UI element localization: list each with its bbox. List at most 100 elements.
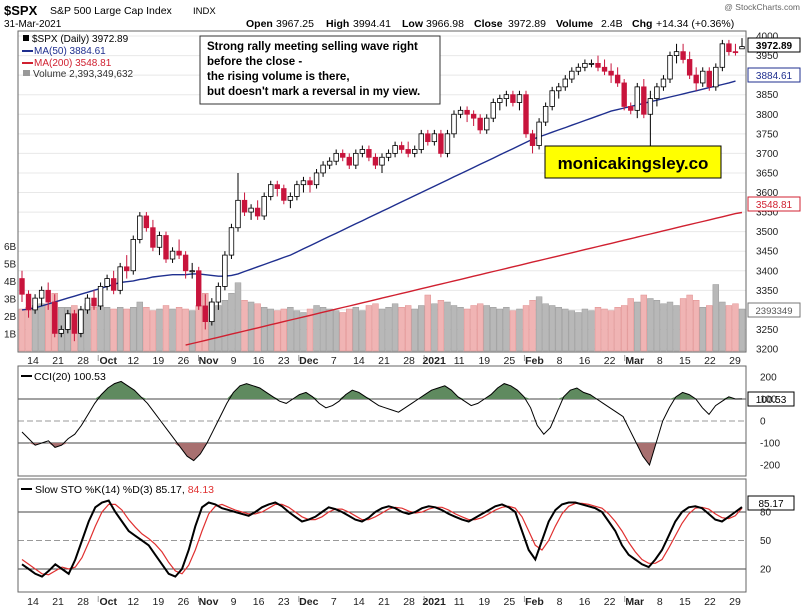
- candle: [91, 290, 97, 310]
- price-legend-swatch: [23, 35, 29, 41]
- candle: [150, 219, 156, 252]
- x-tick-label: 2021: [422, 596, 446, 608]
- candle-body: [431, 133, 438, 143]
- volume-bar: [136, 301, 144, 352]
- volume-bar: [476, 303, 484, 352]
- volume-bar: [267, 308, 274, 352]
- candle: [562, 75, 568, 91]
- candle-body: [680, 51, 686, 60]
- candle: [176, 239, 182, 260]
- candle: [300, 176, 307, 193]
- candle-body: [300, 180, 307, 186]
- ma200-line: [185, 211, 743, 346]
- candle: [516, 90, 523, 111]
- candle-body: [91, 297, 97, 307]
- volume-value: 2.4B: [601, 18, 623, 30]
- volume-bar: [326, 308, 333, 352]
- ma50-tag-text: 3884.61: [756, 71, 793, 82]
- volume-bar: [732, 303, 739, 352]
- price-tick-label: 3250: [756, 325, 779, 336]
- open-label: Open: [246, 18, 273, 30]
- x-tick-label: 15: [679, 596, 691, 608]
- candle-body: [726, 43, 732, 53]
- x-tick-label: 11: [454, 355, 465, 367]
- volume-bar: [594, 307, 602, 352]
- candle: [484, 114, 490, 134]
- candle-body: [654, 86, 660, 100]
- volume-bar: [378, 308, 386, 352]
- cci-tick-label: -100: [760, 439, 780, 450]
- x-tick-label: 7: [331, 355, 337, 367]
- volume-bar: [234, 282, 242, 352]
- volume-tag: [747, 302, 801, 318]
- candle: [104, 274, 110, 291]
- candle-body: [497, 98, 503, 103]
- price-panel-frame: [17, 30, 747, 353]
- price-tick-label: 3750: [756, 129, 779, 140]
- candle: [464, 106, 470, 123]
- candle: [313, 169, 320, 189]
- candle: [614, 67, 621, 87]
- candle: [281, 184, 287, 205]
- candle: [438, 129, 444, 158]
- volume-bar: [457, 307, 464, 352]
- candle: [503, 90, 510, 107]
- sto-d-line: [21, 502, 743, 576]
- volume-bar: [418, 305, 425, 352]
- candle: [209, 298, 215, 326]
- candle: [268, 180, 274, 201]
- candle-body: [65, 313, 71, 330]
- open-value: 3967.25: [276, 18, 314, 30]
- high-value: 3994.41: [353, 18, 391, 30]
- candle: [601, 59, 608, 76]
- ma50-line: [21, 80, 736, 311]
- candle: [182, 251, 189, 279]
- volume-bar: [385, 307, 392, 352]
- candle-body: [25, 293, 32, 311]
- candle-body: [254, 207, 261, 217]
- x-tick-label: 8: [557, 596, 563, 608]
- candle-body: [19, 278, 25, 295]
- candle-body: [608, 70, 614, 76]
- candle-body: [78, 309, 84, 334]
- volume-bar: [738, 308, 746, 352]
- price-tick-label: 4000: [756, 32, 779, 43]
- candle: [235, 172, 241, 232]
- candle: [340, 149, 346, 162]
- volume-bar: [666, 301, 674, 352]
- volume-bar: [601, 308, 608, 352]
- volume-bar: [673, 305, 680, 352]
- candle: [490, 98, 496, 123]
- volume-bar: [274, 310, 281, 352]
- candle-body: [333, 152, 339, 162]
- candle-body: [326, 160, 333, 166]
- last-price-tag: [747, 37, 801, 53]
- volume-bar: [38, 303, 45, 352]
- candle-body: [359, 149, 366, 154]
- volume-bar: [490, 307, 497, 352]
- volume-bar: [372, 303, 379, 352]
- candle-body: [307, 180, 313, 186]
- volume-bar: [712, 284, 720, 352]
- cci-tag-text: 100.53: [756, 395, 787, 406]
- sto-panel-frame: [17, 478, 747, 593]
- chart-date: 31-Mar-2021: [4, 19, 62, 30]
- volume-bar: [503, 307, 510, 352]
- candle-body: [110, 278, 117, 291]
- candle-body: [523, 94, 529, 135]
- volume-bar: [686, 294, 693, 352]
- volume-tick-label: 4B: [4, 277, 17, 288]
- volume-bar: [391, 303, 399, 352]
- candle-body: [71, 313, 78, 334]
- cci-line: [21, 380, 743, 467]
- candle-body: [32, 297, 38, 311]
- volume-bar: [156, 308, 163, 352]
- volume-bar: [18, 308, 26, 352]
- low-value: 3966.98: [426, 18, 464, 30]
- annotation-text: Strong rally meeting selling wave right …: [207, 41, 421, 98]
- candle-body: [739, 46, 745, 50]
- volume-legend-swatch: [23, 70, 30, 76]
- candle: [444, 129, 451, 158]
- candle-body: [372, 156, 379, 166]
